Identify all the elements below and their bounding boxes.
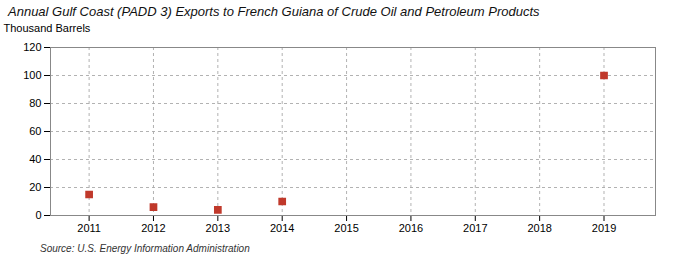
svg-text:120: 120 <box>23 41 41 53</box>
svg-text:2015: 2015 <box>334 222 358 234</box>
svg-text:Thousand Barrels: Thousand Barrels <box>4 22 91 34</box>
svg-text:0: 0 <box>35 209 41 221</box>
svg-text:2019: 2019 <box>592 222 616 234</box>
svg-text:20: 20 <box>29 181 41 193</box>
html-text:Source: U.S. Energy Informatio: Source: U.S. Energy Information Administ… <box>40 243 250 254</box>
svg-text:2018: 2018 <box>527 222 551 234</box>
svg-text:100: 100 <box>23 69 41 81</box>
svg-text:80: 80 <box>29 97 41 109</box>
svg-text:2011: 2011 <box>77 222 101 234</box>
html-text:Annual Gulf Coast (PADD 3) Exp: Annual Gulf Coast (PADD 3) Exports to Fr… <box>8 4 540 19</box>
svg-text:2013: 2013 <box>206 222 230 234</box>
svg-text:60: 60 <box>29 125 41 137</box>
svg-text:2017: 2017 <box>463 222 487 234</box>
svg-text:2016: 2016 <box>399 222 423 234</box>
svg-text:2014: 2014 <box>270 222 294 234</box>
svg-text:40: 40 <box>29 153 41 165</box>
svg-text:2012: 2012 <box>141 222 165 234</box>
